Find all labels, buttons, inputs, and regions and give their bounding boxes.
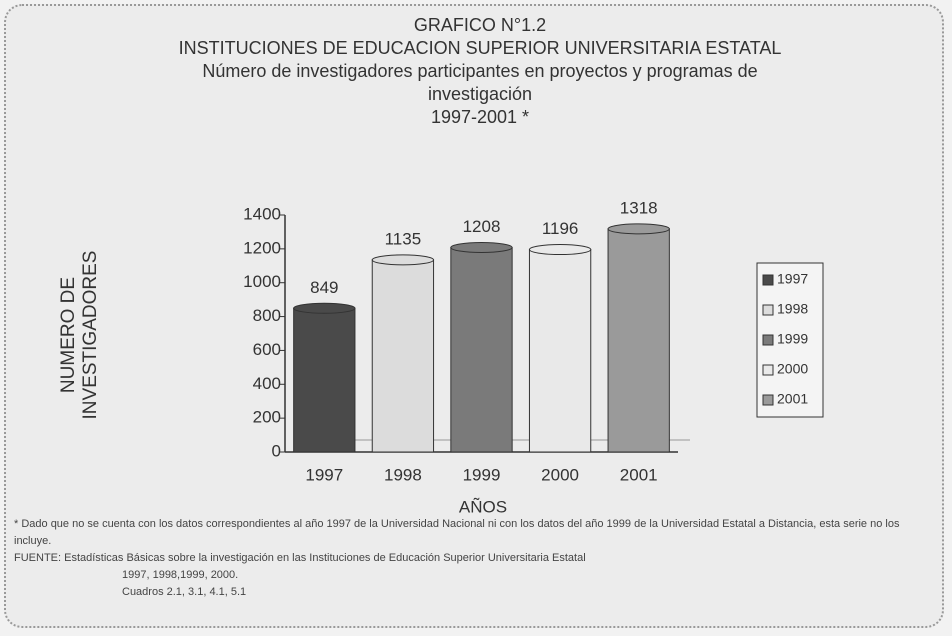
legend-swatch (762, 364, 774, 376)
source: FUENTE: Estadísticas Básicas sobre la in… (14, 552, 586, 564)
legend-label: 2000 (777, 361, 808, 377)
x-tick-label: 2000 (541, 465, 579, 484)
data-label: 1318 (620, 198, 658, 217)
data-label: 1135 (385, 229, 422, 248)
data-label: 1208 (463, 217, 501, 236)
titles: GRAFICO N°1.2 INSTITUCIONES DE EDUCACION… (130, 14, 830, 129)
y-tick-label: 200 (253, 408, 281, 427)
data-label: 849 (310, 278, 338, 297)
legend-label: 1999 (777, 331, 808, 347)
bar (607, 228, 670, 453)
x-tick-label: 1997 (305, 465, 343, 484)
chart-subtitle: INSTITUCIONES DE EDUCACION SUPERIOR UNIV… (178, 38, 782, 58)
legend-label: 1997 (777, 271, 808, 287)
bar-top (293, 302, 356, 314)
legend-label: 2001 (777, 391, 808, 407)
bar-top (607, 223, 670, 235)
source-detail: 1997, 1998,1999, 2000. (122, 569, 239, 581)
y-tick-label: 400 (253, 374, 281, 393)
y-tick-label: 800 (253, 306, 281, 325)
bar-top (371, 254, 435, 266)
y-tick-label: 600 (253, 340, 281, 359)
chart-title: GRAFICO N°1.2 (413, 15, 547, 35)
y-tick-label: 1200 (243, 238, 281, 257)
x-tick-label: 1998 (384, 465, 422, 484)
legend-label: 1998 (777, 301, 808, 317)
legend-swatch (762, 334, 774, 346)
legend-swatch (762, 394, 774, 406)
bar (371, 259, 435, 453)
bar-top (450, 242, 513, 254)
chart-subtitle: Número de investigadores participantes e… (202, 61, 758, 104)
x-tick-label: 1999 (463, 465, 501, 484)
legend-swatch (762, 304, 774, 316)
data-label: 1196 (542, 219, 579, 238)
x-axis-label: AÑOS (459, 497, 507, 516)
y-tick-label: 0 (272, 441, 281, 460)
source-detail: Cuadros 2.1, 3.1, 4.1, 5.1 (122, 586, 247, 598)
chart-subtitle: 1997-2001 * (430, 107, 530, 127)
y-tick-label: 1000 (243, 272, 281, 291)
bar (528, 249, 592, 453)
y-tick-label: 1400 (243, 204, 281, 223)
bar (293, 307, 356, 453)
footnote: * Dado que no se cuenta con los datos co… (14, 518, 900, 547)
notes: * Dado que no se cuenta con los datos co… (14, 516, 939, 601)
legend-swatch (762, 274, 774, 286)
bar-top (528, 244, 592, 256)
x-tick-label: 2001 (620, 465, 658, 484)
bar (450, 247, 513, 453)
